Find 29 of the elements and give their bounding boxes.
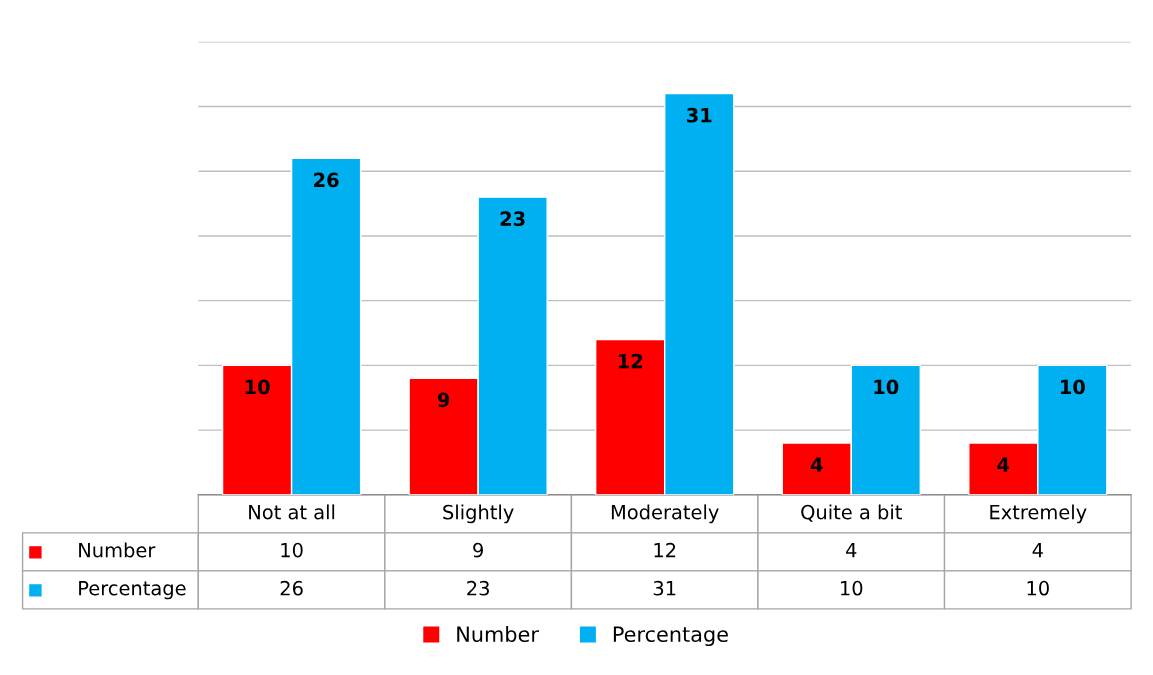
annotation: 10 — [874, 379, 899, 395]
data-label: 23 — [467, 580, 489, 596]
text: Number — [457, 625, 539, 643]
data-label: 10 — [281, 542, 303, 558]
annotation: 23 — [500, 211, 525, 227]
legend-label: Number — [79, 542, 156, 558]
data-label: 4 — [1032, 543, 1043, 558]
data-label: 4 — [846, 543, 857, 558]
x-tick-label: Extremely — [990, 504, 1087, 524]
data-label: 26 — [280, 580, 303, 596]
annotation: 31 — [686, 107, 712, 123]
annotation: 12 — [618, 353, 643, 369]
text: Percentage — [79, 581, 186, 600]
data-label: 9 — [473, 542, 483, 558]
x-tick-label: Quite a bit — [801, 504, 902, 522]
annotation: 10 — [1060, 379, 1085, 395]
data-label: 10 — [1027, 580, 1049, 596]
annotation: 4 — [997, 457, 1010, 472]
x-tick-label: Not at all — [249, 504, 335, 520]
legend-label: Percentage — [613, 626, 728, 647]
x-tick-label: Moderately — [611, 504, 719, 524]
annotation: 10 — [245, 379, 270, 395]
annotation: 4 — [810, 457, 823, 472]
data-label: 31 — [653, 580, 676, 596]
annotation: 26 — [314, 172, 339, 188]
annotation: 9 — [437, 392, 450, 408]
data-label: 10 — [841, 580, 863, 596]
x-tick-label: Slightly — [443, 504, 514, 524]
data-label: 12 — [654, 542, 676, 558]
